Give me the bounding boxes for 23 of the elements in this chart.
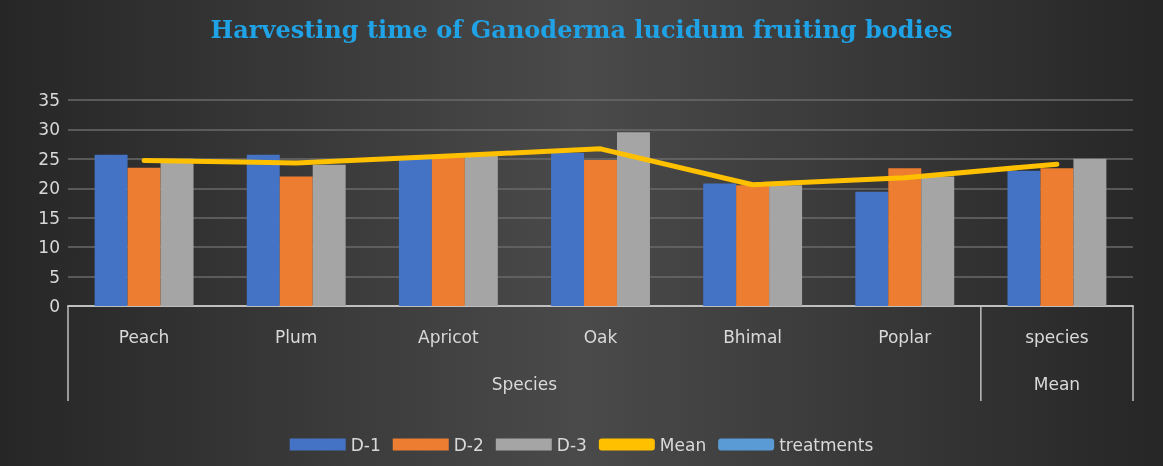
y-tick-label: 30 <box>38 119 60 140</box>
y-tick-label: 35 <box>38 90 60 110</box>
y-tick-label: 15 <box>38 207 60 228</box>
legend-label: D-1 <box>350 434 381 455</box>
y-tick-label: 0 <box>49 296 60 316</box>
x-tick-label: Peach <box>118 326 170 347</box>
y-tick-label: 20 <box>38 178 60 199</box>
x-tick-label: Plum <box>275 326 318 347</box>
y-tick-label: 10 <box>38 237 60 258</box>
x-tick-label: species <box>1025 326 1089 347</box>
x-tick-label: Apricot <box>418 326 479 347</box>
legend-label: D-3 <box>556 434 587 455</box>
chart-title: Harvesting time of Ganoderma lucidum fruiting bodies <box>210 14 953 44</box>
legend-label: Mean <box>659 434 707 455</box>
y-tick-label: 5 <box>49 266 60 287</box>
x-tick-label: Oak <box>583 326 618 347</box>
text: Species <box>491 374 558 394</box>
text: Mean <box>1033 374 1081 394</box>
legend-label: D-2 <box>453 434 484 455</box>
x-tick-label: Poplar <box>878 326 932 347</box>
y-tick-label: 25 <box>38 148 60 169</box>
x-tick-label: Bhimal <box>723 326 783 347</box>
legend-label: treatments <box>779 434 874 455</box>
